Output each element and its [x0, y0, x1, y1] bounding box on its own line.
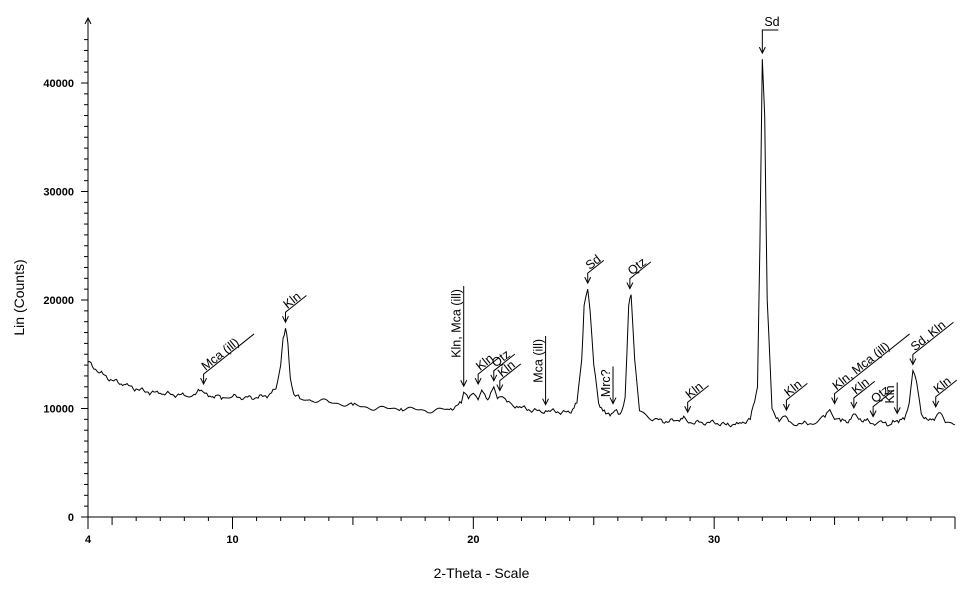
- y-tick-label: 0: [68, 512, 74, 524]
- annotation-arrow: [626, 282, 634, 290]
- y-tick-label: 20000: [43, 295, 74, 307]
- annotation-arrow: [831, 397, 839, 405]
- annotation-label: Kln: [883, 385, 897, 403]
- annotation-label: Kln: [782, 377, 805, 399]
- y-tick-label: 30000: [43, 187, 74, 199]
- annotation-leader: [853, 380, 876, 408]
- annotation-leader: [872, 389, 895, 417]
- annotation-label: Mrc?: [599, 369, 613, 397]
- y-tick-label: 10000: [43, 404, 74, 416]
- axis-ticks: 0 10000 20000 30000 40000 4 10 20 30: [43, 39, 956, 546]
- xrd-pattern-line: [87, 59, 956, 428]
- peak-annotation: Kln: [782, 377, 808, 412]
- annotation-leader: [477, 356, 500, 385]
- annotation-arrow: [782, 403, 790, 412]
- peak-annotation: Mrc?: [599, 366, 617, 405]
- peak-annotation: Sd: [758, 15, 780, 55]
- y-axis-arrow: [84, 16, 92, 25]
- annotation-label: Mca (ill): [532, 339, 546, 383]
- y-tick-label: 40000: [43, 78, 74, 90]
- annotation-leader: [629, 261, 652, 289]
- annotation-leader: [203, 333, 255, 385]
- peak-annotations: Mca (ill) Kln Kln, Mca (ill) Kln Qtz Kln Mca (…: [199, 15, 958, 418]
- annotation-label: Kln: [281, 289, 304, 311]
- peak-annotation: Qtz: [625, 255, 652, 290]
- annotation-leader: [935, 379, 958, 407]
- peak-annotation: Mca (ill): [199, 333, 255, 386]
- annotation-label: Sd, Kln: [908, 318, 948, 354]
- annotation-label: Kln: [683, 379, 706, 401]
- annotation-arrow: [200, 377, 208, 386]
- annotation-arrow: [758, 46, 766, 55]
- peak-annotation: Kln: [931, 374, 958, 408]
- annotation-label: Kln: [931, 374, 954, 396]
- annotation-arrow: [909, 358, 917, 366]
- peak-annotation: Kln: [683, 379, 709, 414]
- annotation-arrow: [584, 276, 592, 285]
- annotation-arrow: [496, 384, 504, 392]
- peak-annotation: Kln: [281, 289, 307, 324]
- annotation-arrow: [474, 377, 482, 386]
- peak-annotation: Mca (ill): [532, 335, 550, 406]
- peak-annotation: Kln: [883, 382, 901, 415]
- x-axis-label: 2-Theta - Scale: [434, 565, 530, 581]
- annotation-arrow: [542, 398, 550, 406]
- annotation-label: Kln, Mca (ill): [450, 289, 464, 358]
- annotation-leader: [785, 383, 808, 411]
- x-tick-label: 30: [708, 534, 720, 546]
- annotation-arrow: [609, 397, 617, 405]
- annotation-arrow: [869, 410, 877, 418]
- annotation-arrow: [850, 401, 858, 410]
- annotation-leader: [284, 295, 307, 323]
- annotation-arrow: [282, 315, 289, 324]
- annotation-label: Sd: [583, 252, 604, 273]
- peak-annotation: Kln, Mca (ill): [450, 286, 468, 388]
- annotation-leader: [761, 29, 779, 54]
- annotation-leader: [493, 353, 516, 381]
- annotation-arrow: [684, 406, 692, 414]
- annotation-leader: [687, 385, 709, 413]
- annotation-arrow: [460, 380, 468, 388]
- chart-axes: [84, 16, 955, 518]
- annotation-leader: [499, 363, 522, 391]
- annotation-label: Sd: [764, 15, 779, 29]
- annotation-label: Mca (ill): [199, 335, 242, 373]
- annotation-arrow: [932, 400, 940, 408]
- annotation-leader: [587, 259, 605, 284]
- chart-series: [87, 59, 956, 428]
- peak-annotation: Sd, Kln: [908, 318, 954, 366]
- annotation-leader: [912, 321, 954, 365]
- x-tick-label: 4: [85, 534, 92, 546]
- annotation-leader: [834, 333, 910, 404]
- y-axis-label: Lin (Counts): [11, 259, 27, 335]
- annotation-label: Qtz: [625, 255, 649, 278]
- annotation-arrow: [490, 374, 498, 382]
- x-tick-label: 20: [467, 534, 479, 546]
- x-tick-label: 10: [226, 534, 238, 546]
- peak-annotation: Sd: [583, 252, 605, 285]
- annotation-arrow: [893, 407, 901, 415]
